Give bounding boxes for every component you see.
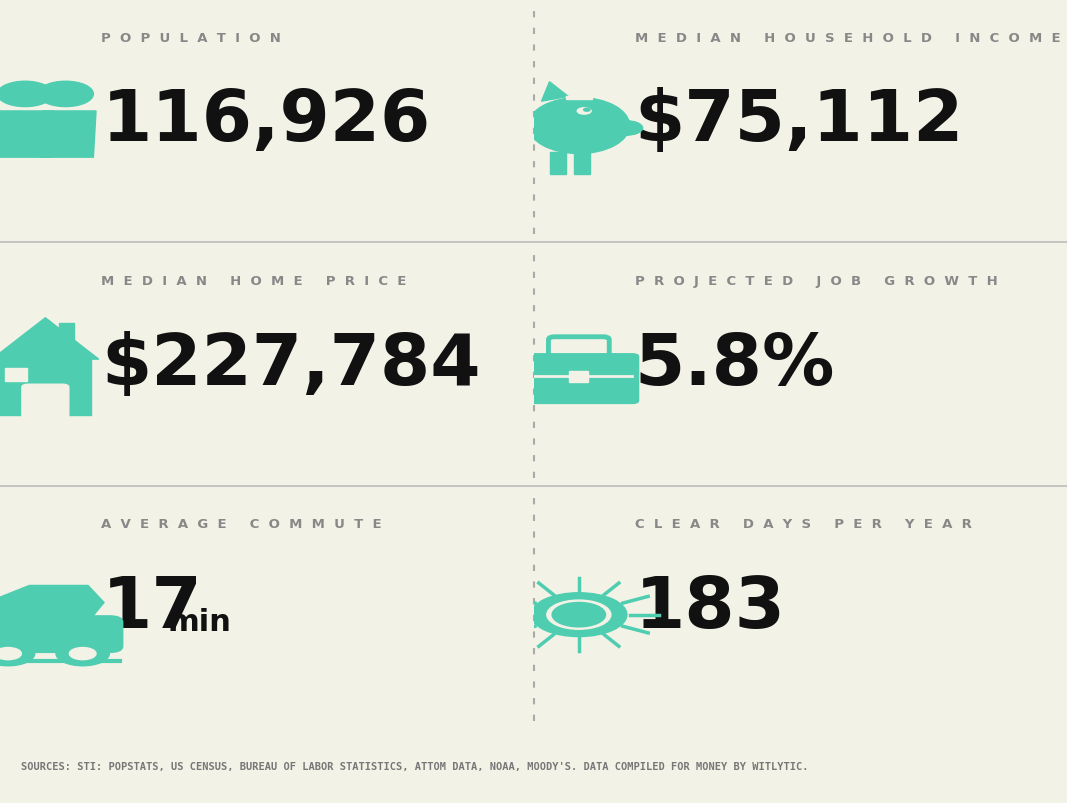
Circle shape [38,82,93,108]
Circle shape [0,82,53,108]
Text: C  L  E  A  R     D  A  Y  S     P  E  R     Y  E  A  R: C L E A R D A Y S P E R Y E A R [635,518,972,531]
Circle shape [57,642,110,666]
Text: M  E  D  I  A  N     H  O  M  E     P  R  I  C  E: M E D I A N H O M E P R I C E [101,275,407,287]
Circle shape [531,593,627,637]
Polygon shape [0,112,53,158]
FancyBboxPatch shape [520,354,638,404]
Text: 5.8%: 5.8% [635,330,835,399]
Text: SOURCES: STI: POPSTATS, US CENSUS, BUREAU OF LABOR STATISTICS, ATTOM DATA, NOAA,: SOURCES: STI: POPSTATS, US CENSUS, BUREA… [21,761,809,771]
Ellipse shape [608,121,642,136]
Polygon shape [0,585,105,622]
Circle shape [546,601,610,630]
FancyBboxPatch shape [570,372,589,383]
Ellipse shape [528,99,630,154]
Text: $75,112: $75,112 [635,87,965,156]
FancyBboxPatch shape [59,324,74,348]
FancyBboxPatch shape [574,153,590,175]
Text: P  O  P  U  L  A  T  I  O  N: P O P U L A T I O N [101,31,282,45]
FancyBboxPatch shape [5,369,27,381]
Text: $227,784: $227,784 [101,330,481,399]
Text: M  E  D  I  A  N     H  O  U  S  E  H  O  L  D     I  N  C  O  M  E: M E D I A N H O U S E H O L D I N C O M … [635,31,1061,45]
FancyBboxPatch shape [22,385,68,418]
Polygon shape [542,83,568,102]
Circle shape [577,108,591,115]
Text: 116,926: 116,926 [101,87,431,156]
Circle shape [584,109,590,112]
FancyBboxPatch shape [0,616,123,653]
Text: min: min [168,608,232,637]
Circle shape [0,642,34,666]
Polygon shape [0,318,99,360]
FancyBboxPatch shape [550,153,566,175]
Text: 17: 17 [101,573,202,642]
Text: P  R  O  J  E  C  T  E  D     J  O  B     G  R  O  W  T  H: P R O J E C T E D J O B G R O W T H [635,275,998,287]
Circle shape [553,603,605,627]
Circle shape [69,648,96,660]
FancyBboxPatch shape [0,357,91,416]
Text: A  V  E  R  A  G  E     C  O  M  M  U  T  E: A V E R A G E C O M M U T E [101,518,382,531]
Polygon shape [41,112,96,158]
FancyBboxPatch shape [566,96,592,100]
Circle shape [0,648,21,660]
Text: 183: 183 [635,573,786,642]
